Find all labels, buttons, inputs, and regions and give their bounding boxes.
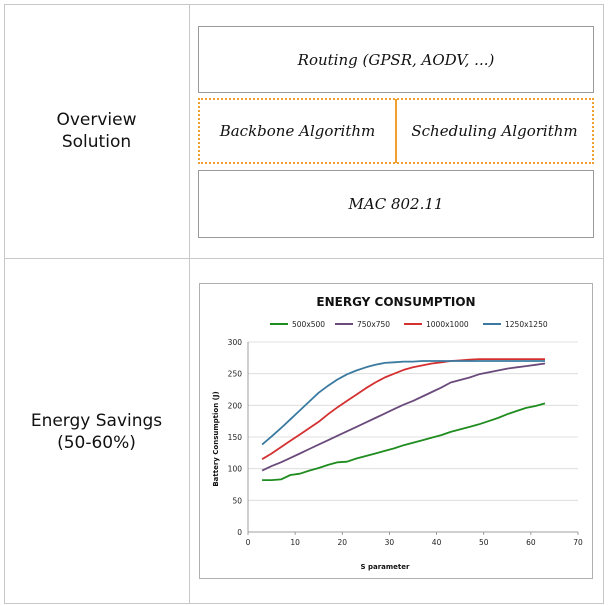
overview-solution-label: Overview Solution xyxy=(56,110,137,152)
chart-title: ENERGY CONSUMPTION xyxy=(316,295,475,309)
table-column-divider xyxy=(189,4,190,604)
x-tick-label: 0 xyxy=(246,538,251,547)
x-tick-label: 20 xyxy=(338,538,348,547)
y-tick-label: 250 xyxy=(228,370,243,379)
series-line-1250x1250 xyxy=(261,360,545,446)
series-line-750x750 xyxy=(261,362,546,472)
legend-label-1000x1000: 1000x1000 xyxy=(426,320,469,329)
chart-axes: 0 50 100 150 200 250 300 0 10 20 30 40 50 60 70 xyxy=(228,338,583,547)
y-tick-label: 0 xyxy=(237,528,242,537)
legend-label-1250x1250: 1250x1250 xyxy=(505,320,548,329)
mac-layer-label: MAC 802.11 xyxy=(348,195,444,213)
x-tick-label: 30 xyxy=(385,538,395,547)
y-tick-label: 200 xyxy=(228,401,243,410)
legend-label-750x750: 750x750 xyxy=(357,320,390,329)
backbone-algorithm-box: Backbone Algorithm xyxy=(200,100,395,162)
x-tick-label: 70 xyxy=(573,538,583,547)
chart-legend: 500x500 750x750 1000x1000 1250x1250 xyxy=(270,320,548,329)
scheduling-algorithm-box: Scheduling Algorithm xyxy=(397,100,592,162)
y-tick-label: 100 xyxy=(228,465,243,474)
chart-series xyxy=(261,358,546,482)
energy-savings-label: Energy Savings (50-60%) xyxy=(30,410,163,453)
y-tick-label: 300 xyxy=(228,338,243,347)
table-frame xyxy=(4,4,604,604)
x-tick-label: 50 xyxy=(479,538,489,547)
routing-layer-box: Routing (GPSR, AODV, ...) xyxy=(198,26,594,93)
scheduling-algorithm-label: Scheduling Algorithm xyxy=(411,122,578,140)
routing-layer-label: Routing (GPSR, AODV, ...) xyxy=(297,50,495,69)
mac-layer-box: MAC 802.11 xyxy=(198,170,594,238)
energy-chart-frame: ENERGY CONSUMPTION 500x500 750x750 1000x10… xyxy=(199,283,593,579)
legend-label-500x500: 500x500 xyxy=(292,320,325,329)
series-line-1000x1000 xyxy=(261,358,545,460)
x-tick-label: 40 xyxy=(432,538,442,547)
series-line-500x500 xyxy=(262,402,546,482)
x-tick-label: 60 xyxy=(526,538,536,547)
algorithm-layer-divider xyxy=(395,99,397,163)
chart-gridlines xyxy=(248,341,578,533)
y-tick-label: 150 xyxy=(228,433,243,442)
y-axis-label: Battery Consumption (J) xyxy=(212,391,220,486)
energy-consumption-chart: ENERGY CONSUMPTION 500x500 750x750 1000x10… xyxy=(212,295,583,571)
x-axis-label: S parameter xyxy=(361,563,411,571)
table-row-divider xyxy=(4,258,604,259)
x-tick-label: 10 xyxy=(290,538,300,547)
backbone-algorithm-label: Backbone Algorithm xyxy=(219,122,376,140)
y-tick-label: 50 xyxy=(232,496,242,505)
